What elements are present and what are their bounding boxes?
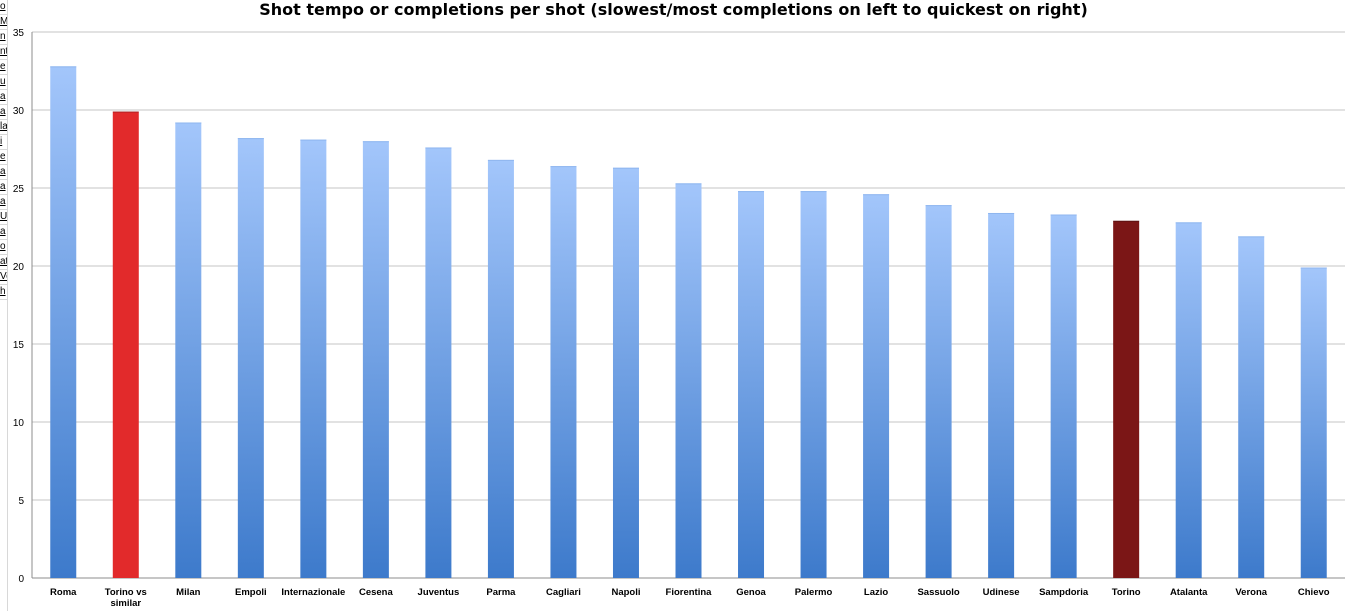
x-tick-label-line: Juventus — [418, 587, 460, 598]
x-tick-label: Lazio — [864, 587, 888, 598]
bar-napoli — [612, 167, 639, 578]
bar-udinese — [988, 212, 1015, 578]
x-tick-label: Milan — [176, 587, 200, 598]
bar-torino — [1113, 220, 1140, 578]
x-tick-label: Cagliari — [546, 587, 581, 598]
x-tick-label-line: Torino vs — [105, 587, 147, 598]
strip-cell: e — [0, 60, 7, 75]
x-tick-label: Roma — [50, 587, 77, 598]
x-tick-label: Empoli — [235, 587, 267, 598]
bar-fiorentina — [675, 183, 702, 578]
x-tick-label: Fiorentina — [666, 587, 713, 598]
strip-cell: la — [0, 120, 7, 135]
bar-parma — [487, 159, 514, 579]
spreadsheet-column-strip: oMnnteuaalaieaaaUaoatVeh — [0, 0, 8, 611]
bar-sassuolo — [925, 205, 952, 578]
bar-empoli — [237, 138, 264, 578]
y-tick-label: 30 — [13, 106, 25, 117]
strip-cell: a — [0, 105, 7, 120]
y-tick-label: 25 — [13, 184, 25, 195]
y-tick-label: 10 — [13, 418, 25, 429]
strip-cell: at — [0, 255, 7, 270]
x-tick-label: Sassuolo — [917, 587, 959, 598]
x-tick-label-line: Parma — [486, 587, 516, 598]
x-tick-label-line: Fiorentina — [666, 587, 713, 598]
strip-cell: i — [0, 135, 7, 150]
x-tick-label: Parma — [486, 587, 516, 598]
x-tick-label: Chievo — [1298, 587, 1330, 598]
x-tick-label: Torino — [1112, 587, 1141, 598]
bar-chievo — [1300, 267, 1327, 578]
x-tick-label-line: Cagliari — [546, 587, 581, 598]
strip-cell: a — [0, 225, 7, 240]
strip-cell: n — [0, 30, 7, 45]
y-tick-label: 5 — [18, 496, 24, 507]
x-tick-label-line: Sampdoria — [1039, 587, 1089, 598]
x-tick-label: Napoli — [611, 587, 640, 598]
x-tick-label-line: Internazionale — [281, 587, 345, 598]
y-tick-labels: 0 5 10 15 20 25 30 35 — [13, 28, 25, 585]
bar-internazionale — [300, 139, 327, 578]
bar-juventus — [425, 147, 452, 578]
y-tick-label: 35 — [13, 28, 25, 39]
x-tick-label: Udinese — [983, 587, 1020, 598]
strip-cell: a — [0, 90, 7, 105]
strip-cell: h — [0, 285, 7, 300]
chart-title: Shot tempo or completions per shot (slow… — [259, 0, 1088, 19]
x-tick-label-line: Sassuolo — [917, 587, 959, 598]
x-tick-label-line: Lazio — [864, 587, 888, 598]
bar-cesena — [362, 141, 389, 578]
x-tick-label-line: Roma — [50, 587, 77, 598]
bar-verona — [1238, 236, 1265, 579]
x-tick-label-line: Atalanta — [1170, 587, 1208, 598]
x-tick-label: Sampdoria — [1039, 587, 1089, 598]
x-tick-label-line: Chievo — [1298, 587, 1330, 598]
strip-cell: M — [0, 15, 7, 30]
x-tick-label-line: Genoa — [736, 587, 766, 598]
x-tick-label: Atalanta — [1170, 587, 1208, 598]
strip-cell: U — [0, 210, 7, 225]
strip-cell: a — [0, 180, 7, 195]
strip-cell: a — [0, 195, 7, 210]
y-tick-label: 0 — [18, 574, 24, 585]
x-tick-label-line: Cesena — [359, 587, 394, 598]
x-tick-label: Juventus — [418, 587, 460, 598]
x-tick-label-line: Udinese — [983, 587, 1020, 598]
bar-genoa — [738, 191, 765, 578]
y-tick-label: 15 — [13, 340, 25, 351]
x-tick-label: Palermo — [795, 587, 833, 598]
x-tick-label-line: Milan — [176, 587, 200, 598]
strip-cell: o — [0, 0, 7, 15]
bar-cagliari — [550, 166, 577, 578]
bar-milan — [175, 122, 202, 578]
bar-palermo — [800, 191, 827, 578]
bar-roma — [50, 66, 77, 578]
x-tick-label: Genoa — [736, 587, 766, 598]
strip-cell: u — [0, 75, 7, 90]
x-tick-label: Verona — [1235, 587, 1267, 598]
x-tick-label: Internazionale — [281, 587, 345, 598]
x-tick-label: Torino vs similar — [105, 587, 147, 609]
strip-cell: Ve — [0, 270, 7, 285]
y-tick-label: 20 — [13, 262, 25, 273]
bar-torino-vs-similar — [112, 111, 139, 578]
strip-cell: a — [0, 165, 7, 180]
x-tick-label: Cesena — [359, 587, 394, 598]
strip-cell: e — [0, 150, 7, 165]
bar-lazio — [863, 194, 890, 579]
bar-sampdoria — [1050, 214, 1077, 578]
strip-cell: nt — [0, 45, 7, 60]
strip-cell: o — [0, 240, 7, 255]
x-tick-label-line: Palermo — [795, 587, 833, 598]
x-tick-label-line: Torino — [1112, 587, 1141, 598]
x-tick-label-line: similar — [110, 598, 141, 609]
x-tick-label-line: Verona — [1235, 587, 1267, 598]
bars — [50, 66, 1327, 579]
x-tick-label-line: Napoli — [611, 587, 640, 598]
x-tick-label-line: Empoli — [235, 587, 267, 598]
bar-atalanta — [1175, 222, 1202, 578]
x-tick-labels: Roma Torino vs similar Milan Empoli Internazi… — [50, 587, 1330, 609]
